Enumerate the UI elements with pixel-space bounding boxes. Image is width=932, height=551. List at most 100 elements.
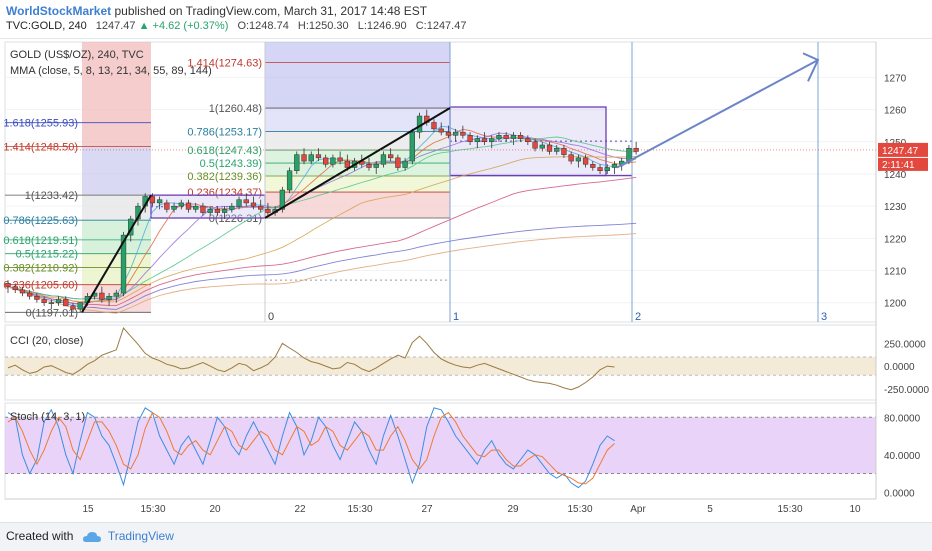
candle xyxy=(510,135,517,139)
candle xyxy=(597,167,603,171)
time-tick-label: 22 xyxy=(294,504,306,515)
candle xyxy=(279,189,286,210)
candle xyxy=(503,135,509,139)
candle xyxy=(250,202,257,207)
time-tick-label: 15 xyxy=(82,504,94,515)
fib-label: 0.786(1225.63) xyxy=(3,215,78,227)
moving-average-line xyxy=(7,132,637,301)
price-tick-label: 1200 xyxy=(884,299,907,310)
fib-label: 0.5(1243.39) xyxy=(200,158,262,170)
candle xyxy=(590,164,596,168)
candle xyxy=(452,131,459,136)
fib-label: 1(1260.48) xyxy=(209,103,262,115)
candle xyxy=(496,135,502,139)
candle xyxy=(633,147,639,152)
fib-label: 0.382(1239.36) xyxy=(187,171,262,183)
fib-zone xyxy=(82,195,151,221)
candle xyxy=(315,154,322,159)
moving-average-line xyxy=(7,156,637,303)
fib-label: 1.618(1255.93) xyxy=(3,118,78,130)
candle xyxy=(200,205,206,213)
price-tick-label: 1220 xyxy=(884,234,907,245)
moving-average-line xyxy=(7,176,637,307)
candle xyxy=(445,131,452,136)
wave-label: 3 xyxy=(821,311,827,323)
candle xyxy=(489,138,495,143)
candle xyxy=(539,144,545,149)
cci-tick-label: 250.0000 xyxy=(884,339,926,350)
close-value: C:1247.47 xyxy=(415,20,467,32)
stoch-k-line xyxy=(7,407,615,489)
candle xyxy=(214,209,221,213)
candle xyxy=(301,154,307,162)
time-tick-label: Apr xyxy=(630,504,646,515)
candle xyxy=(575,157,582,162)
fib-zone xyxy=(265,108,450,132)
price-tick-label: 1210 xyxy=(884,267,907,278)
stoch-tick-label: 0.0000 xyxy=(884,488,915,499)
candle xyxy=(171,205,177,210)
candle xyxy=(70,305,76,310)
fib-zone xyxy=(265,42,450,109)
candle xyxy=(344,160,350,168)
stoch-band xyxy=(5,417,876,474)
fib-label: 1(1233.42) xyxy=(25,190,78,202)
candle xyxy=(323,157,329,165)
fib-zone xyxy=(82,146,151,196)
moving-average-line xyxy=(7,222,637,310)
last-price-badge xyxy=(878,142,928,157)
time-tick-label: 20 xyxy=(209,504,221,515)
header-bar: WorldStockMarket published on TradingVie… xyxy=(0,0,932,39)
candle xyxy=(48,302,54,304)
candle xyxy=(330,157,336,165)
last-price-label: 1247.47 xyxy=(882,146,919,157)
fib-zone xyxy=(82,220,151,254)
fib-label: 1.414(1248.50) xyxy=(3,142,78,154)
symbol-label[interactable]: TVC:GOLD, 240 xyxy=(6,20,87,32)
tradingview-link[interactable]: TradingView xyxy=(107,529,174,543)
candle xyxy=(366,164,372,168)
time-tick-label: 27 xyxy=(421,504,433,515)
candle xyxy=(236,199,242,207)
candle xyxy=(243,199,249,204)
candle xyxy=(431,122,437,130)
price-tick-label: 1240 xyxy=(884,170,907,181)
chart-canvas[interactable]: 1.618(1255.93) 1.414(1248.50) 1(1233.42) 0.… xyxy=(0,38,932,522)
last-price-text: 1247.47 xyxy=(95,20,136,32)
fib-label: 0(1226.31) xyxy=(209,213,262,225)
candle xyxy=(258,205,264,210)
candle xyxy=(207,209,213,213)
fib-label: 0.618(1219.51) xyxy=(3,235,78,247)
stoch-d-line xyxy=(7,411,615,485)
created-with-text: Created with xyxy=(6,529,74,543)
fib-label: 0.236(1205.60) xyxy=(3,280,78,292)
candle xyxy=(525,138,531,143)
candle xyxy=(156,199,163,204)
candle xyxy=(193,205,199,210)
candle xyxy=(337,157,343,162)
wave-label: 0 xyxy=(268,311,274,323)
moving-average-line xyxy=(7,136,637,300)
candle xyxy=(229,205,235,210)
candle xyxy=(532,141,538,149)
candle xyxy=(467,135,473,143)
candle xyxy=(164,202,170,210)
candle xyxy=(19,289,26,294)
candle xyxy=(221,209,228,213)
quote-line: TVC:GOLD, 240 1247.47 ▲ +4.62 (+0.37%) O… xyxy=(6,20,466,32)
candle xyxy=(388,154,394,159)
cci-legend: CCI (20, close) xyxy=(10,335,83,347)
fib-label: 1.414(1274.63) xyxy=(187,58,262,70)
projection-arrowhead xyxy=(802,52,820,82)
stoch-tick-label: 80.0000 xyxy=(884,413,921,424)
stoch-legend: Stoch (14, 3, 1) xyxy=(10,411,85,423)
trend-line xyxy=(264,107,451,219)
candle xyxy=(438,128,444,133)
fib-label: 0(1197.01) xyxy=(26,307,78,319)
publish-line: WorldStockMarket published on TradingVie… xyxy=(6,4,427,18)
author-link[interactable]: WorldStockMarket xyxy=(6,4,112,18)
trend-line xyxy=(81,194,152,313)
time-tick-label: 15:30 xyxy=(567,504,592,515)
candle xyxy=(561,147,567,155)
cci-tick-label: -250.0000 xyxy=(884,385,929,396)
